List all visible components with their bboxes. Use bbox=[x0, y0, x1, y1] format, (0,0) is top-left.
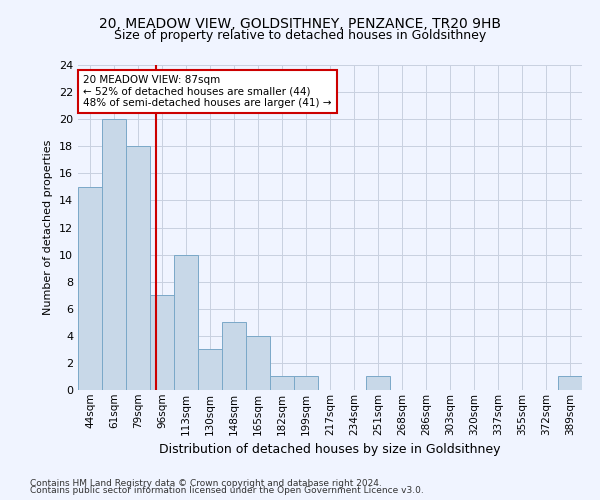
Bar bbox=[150, 295, 174, 390]
Bar bbox=[126, 146, 150, 390]
Text: 20, MEADOW VIEW, GOLDSITHNEY, PENZANCE, TR20 9HB: 20, MEADOW VIEW, GOLDSITHNEY, PENZANCE, … bbox=[99, 18, 501, 32]
Bar bbox=[270, 376, 294, 390]
Bar bbox=[222, 322, 246, 390]
Bar bbox=[102, 119, 126, 390]
Bar bbox=[78, 187, 102, 390]
Text: Size of property relative to detached houses in Goldsithney: Size of property relative to detached ho… bbox=[114, 29, 486, 42]
Text: 20 MEADOW VIEW: 87sqm
← 52% of detached houses are smaller (44)
48% of semi-deta: 20 MEADOW VIEW: 87sqm ← 52% of detached … bbox=[83, 74, 332, 108]
Bar bbox=[294, 376, 318, 390]
Y-axis label: Number of detached properties: Number of detached properties bbox=[43, 140, 53, 315]
Bar bbox=[174, 254, 198, 390]
X-axis label: Distribution of detached houses by size in Goldsithney: Distribution of detached houses by size … bbox=[159, 443, 501, 456]
Text: Contains public sector information licensed under the Open Government Licence v3: Contains public sector information licen… bbox=[30, 486, 424, 495]
Text: Contains HM Land Registry data © Crown copyright and database right 2024.: Contains HM Land Registry data © Crown c… bbox=[30, 478, 382, 488]
Bar bbox=[558, 376, 582, 390]
Bar bbox=[246, 336, 270, 390]
Bar bbox=[366, 376, 390, 390]
Bar bbox=[198, 350, 222, 390]
